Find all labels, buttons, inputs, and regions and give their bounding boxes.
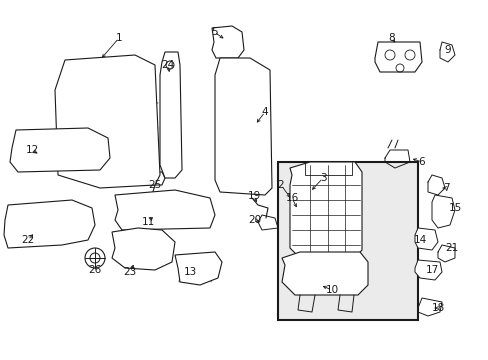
- Polygon shape: [414, 260, 441, 280]
- Text: 22: 22: [21, 235, 35, 245]
- Text: 9: 9: [444, 45, 450, 55]
- Text: 23: 23: [123, 267, 136, 277]
- Text: 25: 25: [148, 180, 162, 190]
- Text: 17: 17: [425, 265, 438, 275]
- Text: 4: 4: [261, 107, 268, 117]
- Polygon shape: [215, 58, 271, 195]
- Text: 2: 2: [277, 180, 284, 190]
- Text: 20: 20: [248, 215, 261, 225]
- Polygon shape: [414, 228, 437, 250]
- Polygon shape: [55, 55, 160, 188]
- Polygon shape: [431, 195, 454, 228]
- Polygon shape: [10, 128, 110, 172]
- Text: 11: 11: [141, 217, 154, 227]
- Text: 7: 7: [442, 183, 448, 193]
- Polygon shape: [289, 162, 361, 258]
- Text: 15: 15: [447, 203, 461, 213]
- Text: 21: 21: [445, 243, 458, 253]
- Polygon shape: [175, 252, 222, 285]
- Text: 1: 1: [116, 33, 122, 43]
- Polygon shape: [212, 26, 244, 58]
- Text: 16: 16: [285, 193, 298, 203]
- Polygon shape: [115, 190, 215, 230]
- Text: 14: 14: [412, 235, 426, 245]
- Text: 6: 6: [418, 157, 425, 167]
- Text: 8: 8: [388, 33, 394, 43]
- Text: 10: 10: [325, 285, 338, 295]
- Text: 5: 5: [210, 27, 217, 37]
- Polygon shape: [112, 228, 175, 270]
- Polygon shape: [282, 252, 367, 295]
- Text: 12: 12: [25, 145, 39, 155]
- Polygon shape: [160, 52, 182, 178]
- Text: 18: 18: [430, 303, 444, 313]
- Text: 13: 13: [183, 267, 196, 277]
- Polygon shape: [374, 42, 421, 72]
- Text: 26: 26: [88, 265, 102, 275]
- Text: 24: 24: [161, 60, 174, 70]
- Text: 19: 19: [247, 191, 260, 201]
- Text: 3: 3: [319, 173, 325, 183]
- Polygon shape: [4, 200, 95, 248]
- Bar: [278, 162, 417, 320]
